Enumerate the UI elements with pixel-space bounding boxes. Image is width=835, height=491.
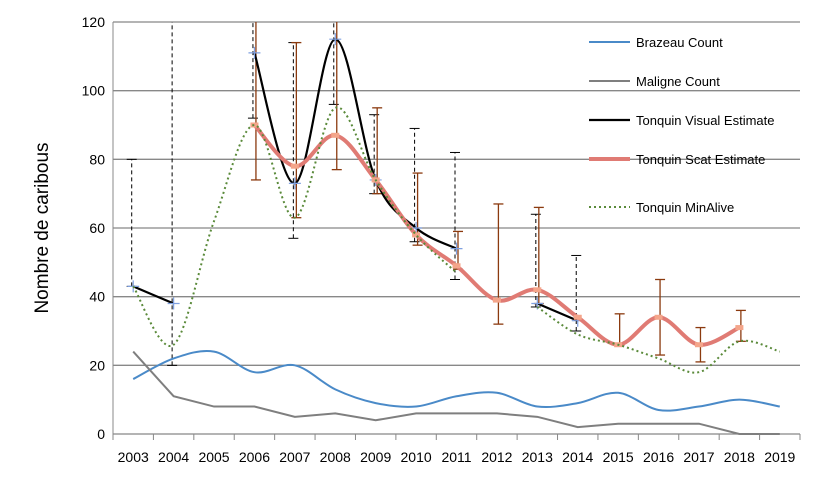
x-tick-label: 2013	[522, 449, 553, 465]
x-tick-label: 2012	[481, 449, 512, 465]
x-tick-label: 2015	[603, 449, 634, 465]
x-tick-label: 2004	[158, 449, 189, 465]
y-tick-label: 20	[89, 357, 105, 373]
legend-item: Tonquin MinAlive	[636, 200, 735, 215]
visual-marker	[450, 242, 463, 255]
tonquin-minalive-line	[132, 106, 458, 348]
y-tick-label: 80	[89, 151, 105, 167]
x-tick-label: 2010	[401, 449, 432, 465]
scat-marker	[492, 297, 501, 303]
scat-marker	[573, 314, 582, 320]
scat-marker	[694, 342, 703, 348]
legend-item: Brazeau Count	[636, 35, 723, 50]
scat-marker	[654, 314, 663, 320]
y-tick-label: 0	[97, 426, 105, 442]
scat-marker	[452, 263, 461, 269]
x-tick-label: 2008	[320, 449, 351, 465]
legend-item: Tonquin Visual Estimate	[636, 113, 775, 128]
x-tick-label: 2003	[118, 449, 149, 465]
x-tick-label: 2006	[239, 449, 270, 465]
tonquin-visual-estimate-line	[253, 38, 457, 250]
x-tick-label: 2017	[683, 449, 714, 465]
legend-item: Maligne Count	[636, 74, 720, 89]
x-tick-label: 2011	[441, 449, 471, 465]
scat-marker	[290, 163, 299, 169]
scat-marker	[250, 122, 259, 128]
x-tick-label: 2016	[643, 449, 674, 465]
x-tick-label: 2019	[764, 449, 795, 465]
x-tick-label: 2005	[198, 449, 229, 465]
y-tick-label: 100	[82, 83, 106, 99]
visual-marker	[248, 46, 261, 59]
y-tick-label: 120	[82, 14, 106, 30]
legend-item: Tonquin Scat Estimate	[636, 152, 766, 167]
visual-marker	[288, 177, 301, 190]
visual-marker	[329, 33, 342, 46]
x-tick-label: 2018	[724, 449, 755, 465]
y-tick-label: 40	[89, 289, 105, 305]
visual-marker	[167, 297, 180, 310]
x-tick-label: 2009	[360, 449, 391, 465]
x-tick-label: 2014	[562, 449, 593, 465]
y-tick-label: 60	[89, 220, 105, 236]
x-tick-label: 2007	[279, 449, 310, 465]
scat-marker	[412, 232, 421, 238]
brazeau-count-line	[132, 350, 780, 412]
y-axis-label: Nombre de caribous	[32, 142, 53, 313]
scat-marker	[331, 132, 340, 138]
scat-marker	[735, 325, 744, 331]
maligne-count-line	[132, 350, 780, 435]
scat-marker	[533, 287, 542, 293]
tonquin-visual-estimate-line	[132, 285, 175, 305]
